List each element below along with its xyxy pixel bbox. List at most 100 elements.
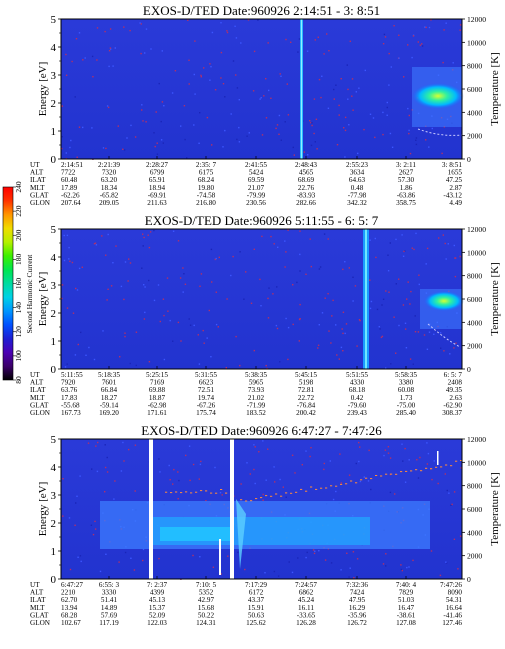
colorbar-tick-label: 100 <box>14 350 23 362</box>
table-cell: 0.42 <box>351 394 364 402</box>
y2-tick-label: 12000 <box>467 435 486 444</box>
table-cell: -79.60 <box>348 401 367 409</box>
row-label: ALT <box>30 169 44 177</box>
table-cell: 200.42 <box>296 409 316 417</box>
data-gap <box>219 539 221 575</box>
table-cell: 5:25:15 <box>146 371 168 379</box>
table-cell: 282.66 <box>296 199 316 207</box>
y-tick-label: 4 <box>51 252 57 264</box>
y2-tick-label: 0 <box>467 365 471 374</box>
plot-background <box>61 19 462 159</box>
y2-tick-label: 12000 <box>467 225 486 234</box>
table-cell: 207.64 <box>61 199 81 207</box>
ephemeris-table: UT 5:11:55 5:18:35 5:25:15 5:31:55 5:38:35 5:4… <box>30 371 462 417</box>
table-cell: 6862 <box>299 589 314 597</box>
y-axis-right: 0 2000 4000 6000 8000 10000 12000 <box>462 435 486 584</box>
spike-stripe-core <box>301 19 302 159</box>
table-cell: 285.40 <box>396 409 416 417</box>
table-cell: 7424 <box>350 589 365 597</box>
table-cell: 18.94 <box>149 184 166 192</box>
y2-tick-label: 8000 <box>467 272 482 281</box>
table-cell: -55.68 <box>61 401 80 409</box>
y2-tick-label: 6000 <box>467 505 482 514</box>
row-label: ALT <box>30 589 44 597</box>
table-cell: 2.87 <box>449 184 462 192</box>
y2-tick-label: 2000 <box>467 342 482 351</box>
table-cell: -76.84 <box>297 401 316 409</box>
row-label: UT <box>30 161 40 169</box>
data-gap <box>149 439 153 579</box>
table-cell: 6:55: 3 <box>99 581 120 589</box>
spike-stripe-core <box>365 229 367 369</box>
y-axis-left: 0 1 2 3 4 5 <box>51 224 61 376</box>
table-cell: 69.59 <box>248 176 265 184</box>
table-cell: 51.03 <box>398 596 415 604</box>
ephemeris-table: UT 2:14:51 2:21:39 2:28:27 2:35: 7 2:41:55 2:4… <box>30 161 462 207</box>
y-tick-label: 3 <box>51 490 57 502</box>
colorbar-tick-label: 160 <box>14 278 23 290</box>
table-cell: 2:14:51 <box>61 161 83 169</box>
y-tick-label: 2 <box>51 308 57 320</box>
table-cell: 6172 <box>249 589 264 597</box>
chart-panel-2: EXOS-D/TED Date:960926 5:11:55 - 6: 5: 7… <box>30 213 501 417</box>
y2-axis-label: Temperature [K] <box>489 262 501 335</box>
table-cell: 183.52 <box>246 409 266 417</box>
row-label: MLT <box>30 184 45 192</box>
table-cell: 4.49 <box>449 199 462 207</box>
x-ticks <box>60 156 463 159</box>
y2-axis-label: Temperature [K] <box>489 52 501 125</box>
noise-speckles <box>61 229 461 370</box>
table-cell: 126.72 <box>347 619 367 627</box>
table-cell: 68.69 <box>298 176 315 184</box>
y-axis-label: Energy [eV] <box>37 272 49 326</box>
y2-tick-label: 0 <box>467 575 471 584</box>
table-cell: 3330 <box>102 589 117 597</box>
table-cell: 6623 <box>199 379 214 387</box>
colorbar-tick-label: 240 <box>14 181 23 193</box>
row-label: ALT <box>30 379 44 387</box>
y2-tick-label: 6000 <box>467 85 482 94</box>
chart-title: EXOS-D/TED Date:960926 5:11:55 - 6: 5: 7 <box>145 213 379 228</box>
y2-tick-label: 4000 <box>467 528 482 537</box>
plot-background <box>61 229 462 369</box>
y2-axis-label: Temperature [K] <box>489 472 501 545</box>
table-cell: 127.08 <box>396 619 416 627</box>
y-tick-label: 3 <box>51 280 57 292</box>
table-cell: 308.37 <box>442 409 462 417</box>
y-tick-label: 4 <box>51 42 57 54</box>
table-cell: 50.22 <box>198 611 215 619</box>
table-cell: 2.63 <box>449 394 462 402</box>
table-cell: -41.46 <box>443 611 462 619</box>
y-tick-label: 2 <box>51 98 57 110</box>
table-cell: 230.56 <box>246 199 266 207</box>
chart-panel-3: EXOS-D/TED Date:960926 6:47:27 - 7:47:26… <box>30 423 501 627</box>
table-cell: 2627 <box>399 169 414 177</box>
table-cell: 2:21:39 <box>98 161 120 169</box>
y2-tick-label: 8000 <box>467 482 482 491</box>
table-cell: 2:41:55 <box>245 161 267 169</box>
table-cell: 51.41 <box>101 596 118 604</box>
table-cell: -62.90 <box>443 401 462 409</box>
table-cell: 50.63 <box>248 611 265 619</box>
table-cell: 66.84 <box>101 386 118 394</box>
table-cell: 2408 <box>448 379 463 387</box>
row-label: GLAT <box>30 191 49 199</box>
row-label: GLON <box>30 199 51 207</box>
table-cell: 47.25 <box>446 176 463 184</box>
table-cell: 60.08 <box>398 386 415 394</box>
table-cell: 68.24 <box>198 176 215 184</box>
temperature-trace <box>417 128 463 136</box>
y-tick-label: 0 <box>51 574 57 586</box>
table-cell: 1.86 <box>400 184 413 192</box>
table-cell: 57.69 <box>101 611 118 619</box>
table-cell: 7:17:29 <box>245 581 267 589</box>
table-cell: 8090 <box>448 589 463 597</box>
table-cell: 13.94 <box>61 604 78 612</box>
table-cell: 167.73 <box>61 409 81 417</box>
y-tick-label: 3 <box>51 70 57 82</box>
table-cell: 3380 <box>399 379 414 387</box>
table-cell: 124.31 <box>196 619 216 627</box>
table-cell: 3634 <box>350 169 365 177</box>
table-cell: 342.32 <box>347 199 367 207</box>
